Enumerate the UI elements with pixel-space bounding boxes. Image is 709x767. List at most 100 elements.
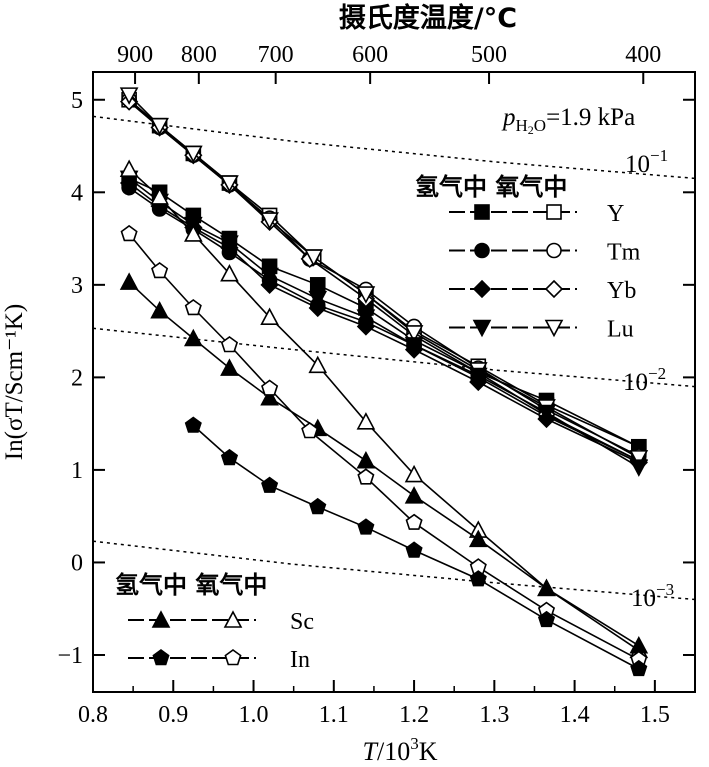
plot-frame bbox=[92, 71, 696, 693]
data-point-sc-h2 bbox=[183, 328, 203, 347]
series-layer bbox=[119, 87, 649, 677]
legend-entry-yb: Yb bbox=[449, 278, 636, 304]
y-tick-label: 4 bbox=[71, 180, 83, 206]
iso-conductivity-lines bbox=[92, 115, 696, 601]
data-point-lu-h2 bbox=[468, 367, 488, 386]
legend-entry-y: Y bbox=[449, 201, 624, 227]
data-point-in-h2 bbox=[405, 541, 423, 558]
data-point-sc-h2 bbox=[260, 388, 279, 406]
legend-label: In bbox=[290, 647, 310, 673]
annotation-sub-2: 2 bbox=[528, 123, 534, 137]
data-point-lu-h2 bbox=[308, 290, 328, 309]
iso-label-2-base: 10 bbox=[623, 369, 648, 396]
data-point-sc-o2 bbox=[220, 264, 239, 282]
y-tick-label: 2 bbox=[71, 365, 83, 391]
legend-marker-open bbox=[544, 319, 564, 338]
y-tick-label: 0 bbox=[71, 550, 83, 576]
x-tick-label: 0.8 bbox=[78, 702, 108, 728]
legend-label: Y bbox=[607, 201, 624, 227]
top-tick-label: 600 bbox=[352, 42, 388, 68]
x-tick-label: 1.5 bbox=[640, 702, 670, 728]
data-point-sc-h2 bbox=[629, 636, 649, 654]
y-tick-label: −1 bbox=[57, 643, 83, 669]
ticks-layer: 0.8 0.9 1.0 1.1 1.2 1.3 1.4 1.5 900 800 700 600 500 4… bbox=[57, 42, 695, 728]
data-point-sc-o2 bbox=[119, 159, 139, 177]
legend: Y Tm Yb Lu Sc In bbox=[128, 201, 641, 673]
data-point-lu-o2 bbox=[260, 212, 279, 230]
series-line-yb-h2 bbox=[128, 182, 640, 464]
legend-marker-filled bbox=[472, 279, 492, 299]
top-tick-label: 800 bbox=[181, 42, 217, 68]
data-point-in-h2 bbox=[220, 448, 239, 466]
legend-marker-open bbox=[223, 610, 243, 628]
iso-label-3-base: 10 bbox=[631, 585, 656, 612]
iso-label-1-base: 10 bbox=[625, 151, 650, 178]
iso-label-3-exp: −3 bbox=[656, 580, 674, 599]
x-tick-label: 0.9 bbox=[158, 702, 188, 728]
top-tick-label: 500 bbox=[471, 42, 507, 68]
data-point-lu-o2 bbox=[304, 249, 324, 267]
data-point-sc-o2 bbox=[356, 412, 376, 430]
data-point-lu-o2 bbox=[356, 286, 376, 304]
data-point-lu-h2 bbox=[260, 267, 279, 286]
data-point-lu-h2 bbox=[629, 459, 649, 477]
x-tick-label: 1.1 bbox=[319, 702, 349, 728]
data-point-lu-h2 bbox=[537, 404, 556, 423]
iso-label-3: 10−3 bbox=[631, 580, 674, 612]
series-line-tm-o2 bbox=[128, 99, 640, 457]
legend-marker-open bbox=[544, 279, 564, 299]
legend-marker-open bbox=[224, 649, 242, 666]
legend-label: Lu bbox=[607, 317, 634, 343]
y-tick-label: 5 bbox=[71, 88, 83, 114]
y-tick-label: 3 bbox=[71, 273, 83, 299]
data-point-lu-o2 bbox=[629, 450, 649, 468]
legend-header-upper: 氢气中 氧气中 bbox=[415, 173, 567, 201]
legend-marker-filled bbox=[472, 319, 492, 338]
iso-line bbox=[92, 540, 696, 601]
data-point-in-h2 bbox=[261, 476, 279, 493]
series-line-yb-o2 bbox=[128, 100, 640, 462]
data-point-in-o2 bbox=[301, 422, 319, 439]
data-point-sc-o2 bbox=[260, 307, 279, 326]
x-tick-label: 1.2 bbox=[399, 702, 429, 728]
data-point-sc-o2 bbox=[150, 187, 169, 205]
top-axis-label: 摄氏度温度/°C bbox=[339, 2, 517, 34]
data-point-sc-h2 bbox=[537, 578, 556, 597]
legend-label: Tm bbox=[607, 240, 641, 266]
top-tick-label: 900 bbox=[117, 42, 153, 68]
data-point-in-o2 bbox=[184, 299, 202, 316]
iso-label-1-exp: −1 bbox=[650, 146, 668, 165]
data-point-lu-h2 bbox=[356, 309, 376, 327]
data-point-lu-h2 bbox=[220, 235, 239, 253]
data-point-in-h2 bbox=[309, 497, 327, 515]
data-point-in-h2 bbox=[469, 570, 487, 587]
annotation-sub-h: H bbox=[516, 116, 528, 135]
iso-label-2: 10−2 bbox=[623, 364, 666, 396]
legend-entry-in: In bbox=[128, 647, 310, 673]
iso-label-1: 10−1 bbox=[625, 146, 668, 178]
data-point-in-h2 bbox=[537, 610, 556, 628]
x-axis-label: T/103K bbox=[363, 734, 438, 766]
legend-marker-filled bbox=[152, 649, 170, 666]
data-point-lu-o2 bbox=[220, 175, 239, 193]
data-point-y-h2 bbox=[309, 277, 326, 293]
legend-marker-filled bbox=[474, 242, 490, 259]
top-tick-label: 400 bbox=[625, 42, 661, 68]
y-tick-label: 1 bbox=[71, 458, 83, 484]
annotation-p: p bbox=[501, 104, 516, 131]
legend-marker-open bbox=[546, 204, 562, 220]
legend-label: Sc bbox=[290, 609, 314, 635]
data-point-sc-o2 bbox=[183, 224, 203, 242]
data-point-lu-o2 bbox=[150, 117, 169, 136]
data-point-lu-o2 bbox=[183, 145, 203, 164]
pressure-annotation: pH2O=1.9 kPa bbox=[501, 104, 635, 137]
x-tick-label: 1.0 bbox=[239, 702, 269, 728]
data-point-lu-o2 bbox=[404, 325, 424, 343]
data-point-sc-h2 bbox=[356, 450, 376, 469]
data-point-in-o2 bbox=[220, 336, 239, 353]
iso-line bbox=[92, 115, 696, 180]
data-point-in-o2 bbox=[120, 224, 138, 242]
iso-label-2-exp: −2 bbox=[648, 364, 666, 383]
legend-marker-filled bbox=[151, 610, 171, 628]
